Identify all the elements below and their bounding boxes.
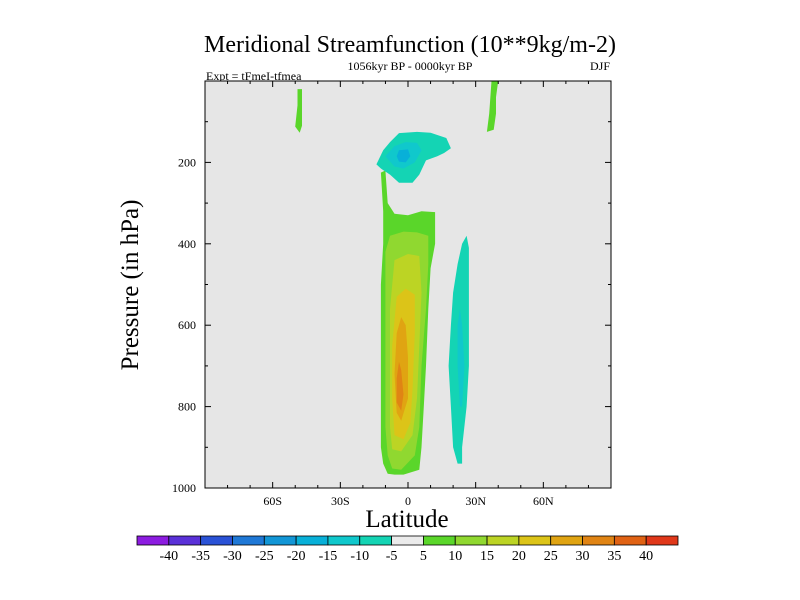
colorbar-label: 5 — [420, 549, 427, 564]
y-axis-label: Pressure (in hPa) — [117, 200, 144, 371]
colorbar-label: -20 — [287, 549, 306, 564]
subtitle-right: DJF — [590, 59, 610, 73]
colorbar-swatch — [200, 535, 233, 546]
colorbar-swatch — [486, 535, 520, 546]
colorbar-swatch — [454, 535, 488, 546]
colorbar-label: 25 — [544, 549, 558, 564]
subtitle-center: 1056kyr BP - 0000kyr BP — [348, 59, 473, 73]
contour-region-12 — [457, 308, 465, 407]
chart-title: Meridional Streamfunction (10**9kg/m-2) — [204, 32, 616, 58]
y-tick-label: 200 — [178, 155, 196, 169]
colorbar-swatch — [423, 535, 456, 546]
colorbar-swatch — [359, 535, 392, 546]
colorbar-label: 10 — [448, 549, 462, 564]
x-tick-label: 60S — [263, 494, 282, 508]
colorbar-swatch — [295, 535, 329, 546]
colorbar-swatch — [613, 535, 647, 546]
x-tick-label: 30N — [465, 494, 486, 508]
colorbar-label: 40 — [639, 549, 653, 564]
colorbar-swatch — [391, 535, 424, 546]
colorbar-swatch — [327, 535, 361, 546]
colorbar-swatch — [263, 535, 297, 546]
x-tick-label: 0 — [405, 494, 411, 508]
colorbar-label: -35 — [191, 549, 210, 564]
x-ticks: 60S 30S 0 30N 60N — [227, 81, 589, 508]
colorbar-label: 35 — [607, 549, 621, 564]
y-tick-label: 600 — [178, 318, 196, 332]
y-tick-label: 800 — [178, 400, 196, 414]
colorbar-label: -15 — [319, 549, 338, 564]
contour-region-7 — [396, 361, 404, 411]
contour-layer — [295, 81, 499, 475]
contour-region-2 — [486, 81, 499, 132]
x-tick-label: 30S — [331, 494, 350, 508]
colorbar-swatch — [550, 535, 583, 546]
colorbar-swatch — [136, 535, 170, 546]
colorbar-label: 20 — [512, 549, 526, 564]
colorbar: -40 -35 -30 -25 -20 -15 -10 -5 5 10 15 20 25 30 35 40 — [136, 535, 679, 564]
y-tick-label: 400 — [178, 237, 196, 251]
x-axis-label: Latitude — [365, 506, 448, 533]
contour-region-1 — [295, 89, 302, 133]
colorbar-label: -10 — [350, 549, 369, 564]
colorbar-swatch — [168, 535, 202, 546]
colorbar-swatch — [582, 535, 615, 546]
contour-region-11 — [396, 149, 411, 163]
colorbar-swatch — [645, 535, 679, 546]
y-ticks: 200 400 600 800 1000 — [172, 121, 611, 495]
colorbar-label: -30 — [223, 549, 242, 564]
colorbar-label: 15 — [480, 549, 494, 564]
colorbar-label: -40 — [159, 549, 178, 564]
y-tick-label: 1000 — [172, 481, 196, 495]
subtitle-left: Expt = tFmeI-tfmea — [206, 69, 302, 83]
x-tick-label: 60N — [533, 494, 554, 508]
colorbar-label: 30 — [576, 549, 590, 564]
colorbar-label: -5 — [386, 549, 398, 564]
colorbar-swatch — [232, 535, 265, 546]
colorbar-swatch — [518, 535, 552, 546]
colorbar-label: -25 — [255, 549, 274, 564]
